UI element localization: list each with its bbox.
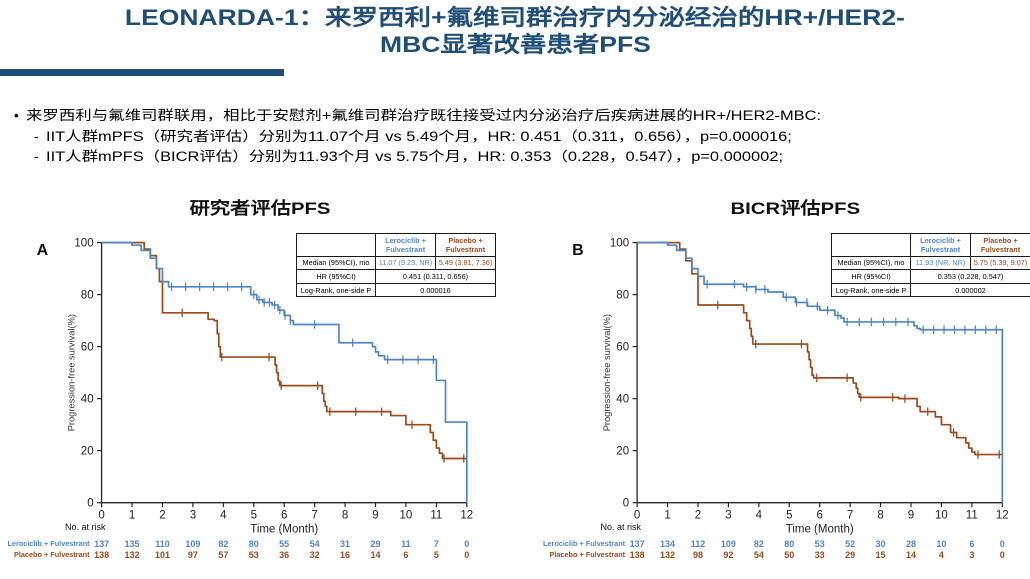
svg-text:0: 0 <box>87 498 93 510</box>
svg-text:80: 80 <box>616 290 629 302</box>
svg-text:0: 0 <box>98 510 104 522</box>
svg-text:Progression-free survival(%): Progression-free survival(%) <box>602 314 612 431</box>
svg-text:12: 12 <box>996 510 1009 522</box>
svg-text:6: 6 <box>281 510 287 522</box>
svg-text:Time (Month): Time (Month) <box>250 524 318 536</box>
svg-text:2: 2 <box>695 510 701 522</box>
svg-text:5: 5 <box>786 510 792 522</box>
svg-text:0: 0 <box>634 510 640 522</box>
svg-text:60: 60 <box>616 342 629 354</box>
svg-text:7: 7 <box>847 510 853 522</box>
svg-text:100: 100 <box>610 238 629 250</box>
svg-text:3: 3 <box>190 510 196 522</box>
svg-text:11: 11 <box>430 510 442 522</box>
svg-text:8: 8 <box>877 510 883 522</box>
svg-text:0: 0 <box>623 498 629 510</box>
svg-text:4: 4 <box>220 510 227 522</box>
svg-text:10: 10 <box>400 510 413 522</box>
svg-text:Progression-free survival(%): Progression-free survival(%) <box>67 314 77 431</box>
svg-text:3: 3 <box>725 510 731 522</box>
svg-text:12: 12 <box>460 510 473 522</box>
svg-text:B: B <box>572 242 584 259</box>
svg-text:4: 4 <box>756 510 763 522</box>
svg-text:80: 80 <box>81 290 94 302</box>
svg-text:A: A <box>37 242 49 259</box>
svg-text:1: 1 <box>664 510 670 522</box>
svg-text:2: 2 <box>159 510 165 522</box>
svg-text:10: 10 <box>935 510 948 522</box>
svg-text:20: 20 <box>616 446 629 458</box>
svg-text:6: 6 <box>816 510 822 522</box>
svg-text:60: 60 <box>81 342 94 354</box>
svg-text:20: 20 <box>81 446 94 458</box>
svg-text:100: 100 <box>74 238 93 250</box>
svg-text:8: 8 <box>342 510 348 522</box>
svg-text:9: 9 <box>908 510 914 522</box>
svg-text:Time (Month): Time (Month) <box>786 524 854 536</box>
svg-text:5: 5 <box>251 510 257 522</box>
svg-text:40: 40 <box>81 394 94 406</box>
svg-text:40: 40 <box>616 394 629 406</box>
svg-text:1: 1 <box>129 510 135 522</box>
svg-text:11: 11 <box>966 510 978 522</box>
svg-text:9: 9 <box>372 510 378 522</box>
svg-text:7: 7 <box>311 510 317 522</box>
